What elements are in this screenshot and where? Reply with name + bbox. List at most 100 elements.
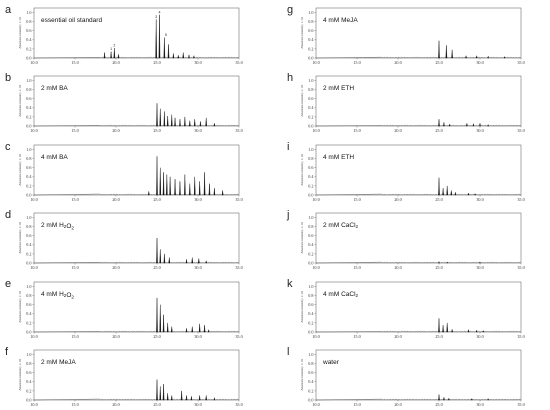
condition-label: 2 mM ETH [323, 85, 354, 92]
baseline-trace [33, 193, 239, 196]
chromatogram-peak [446, 185, 448, 196]
y-tick-label: 1.0 [308, 284, 313, 289]
x-tick-label: 35.0 [235, 60, 242, 65]
chromatogram-peak [185, 328, 188, 333]
y-tick-label: 0.0 [26, 329, 31, 334]
y-tick-label: 0.8 [26, 224, 31, 229]
chromatogram-peak [450, 190, 453, 196]
y-tick-label: 0.8 [26, 361, 31, 366]
chromatogram-peak [163, 111, 166, 127]
y-tick-label: 0.6 [308, 233, 313, 238]
panel-letter: j [286, 209, 289, 221]
x-tick-label: 30.0 [476, 402, 483, 407]
chromatogram-peak [451, 49, 453, 59]
plot-frame [315, 281, 522, 333]
y-tick-label: 1.0 [308, 215, 313, 220]
y-axis-label: Absolute intensity x 10 [300, 359, 304, 391]
chromatogram-peak [180, 390, 183, 401]
chromatogram-peak [438, 261, 440, 264]
chromatogram-peak [205, 395, 207, 401]
x-tick-label: 20.0 [394, 60, 401, 65]
chromatogram-peak [438, 177, 440, 196]
chromatogram-peak [159, 386, 162, 401]
y-tick-label: 0.8 [308, 19, 313, 24]
x-tick-label: 15.0 [71, 197, 78, 202]
y-tick-label: 0.2 [308, 183, 313, 188]
chart-panel-d: d 0.0 0.2 0.4 0.6 0.8 1.0 Absolute intensity x … [5, 209, 243, 270]
y-axis-label: Absolute intensity x 10 [18, 85, 22, 117]
y-tick-label: 0.4 [26, 37, 32, 42]
chart-panel-g: g 0.0 0.2 0.4 0.6 0.8 1.0 Absolute intensity x … [287, 4, 525, 65]
y-tick-label: 0.2 [26, 183, 31, 188]
panel-letter: h [287, 72, 293, 84]
x-tick-label: 15.0 [71, 334, 78, 339]
x-tick-label: 35.0 [517, 128, 524, 133]
chromatogram-peak [448, 123, 451, 127]
y-tick-label: 0.8 [308, 293, 313, 298]
chromatogram-peak [182, 52, 185, 59]
plot-frame [33, 75, 240, 127]
x-tick-label: 35.0 [517, 402, 524, 407]
chromatogram-peak [447, 397, 450, 401]
x-tick-label: 30.0 [194, 60, 201, 65]
baseline-trace [315, 330, 521, 333]
x-tick-label: 30.0 [476, 60, 483, 65]
condition-label: 2 mM BA [41, 85, 68, 92]
panel-letter: e [5, 278, 11, 290]
chromatogram-peak [159, 249, 162, 264]
x-tick-label: 10.0 [30, 197, 37, 202]
y-tick-label: 0.2 [308, 251, 313, 256]
chromatogram-peak [465, 55, 467, 59]
y-tick-label: 0.4 [26, 242, 32, 247]
chromatogram-peak [221, 190, 224, 196]
y-tick-label: 0.0 [308, 260, 313, 265]
chromatogram-peak [155, 19, 157, 59]
baseline-trace [315, 398, 521, 401]
panel-letter: d [5, 209, 11, 221]
x-tick-label: 35.0 [517, 60, 524, 65]
x-tick-label: 25.0 [153, 402, 160, 407]
chart-panel-j: j 0.0 0.2 0.4 0.6 0.8 1.0 Absolute intensity x … [286, 209, 525, 270]
peak-number-label: 4 [158, 10, 160, 14]
x-tick-label: 25.0 [153, 197, 160, 202]
y-axis-label: Absolute intensity x 10 [18, 17, 22, 49]
baseline-trace [33, 124, 239, 127]
chromatogram-peak [117, 54, 120, 59]
y-axis-label: Absolute intensity x 10 [18, 359, 22, 391]
x-tick-label: 20.0 [394, 265, 401, 270]
panel-letter: g [287, 4, 293, 16]
x-tick-label: 15.0 [353, 197, 360, 202]
y-tick-label: 0.4 [308, 105, 314, 110]
y-axis-label: Absolute intensity x 10 [18, 291, 22, 323]
chromatogram-peak [159, 167, 162, 196]
y-tick-label: 0.4 [26, 379, 32, 384]
x-tick-label: 15.0 [353, 265, 360, 270]
y-tick-label: 0.6 [26, 165, 31, 170]
peak-number-label: 2 [113, 44, 115, 48]
baseline-trace [315, 124, 521, 127]
y-tick-label: 0.6 [308, 370, 313, 375]
chromatogram-peak [156, 237, 158, 264]
y-tick-label: 0.8 [308, 224, 313, 229]
x-tick-label: 30.0 [194, 334, 201, 339]
condition-label: 4 mM ETH [323, 154, 354, 161]
y-tick-label: 0.0 [26, 260, 31, 265]
chromatogram-peak [188, 54, 190, 59]
y-axis-label: Absolute intensity x 10 [18, 222, 22, 254]
chromatogram-peak [443, 397, 445, 401]
chart-panel-e: e 0.0 0.2 0.4 0.6 0.8 1.0 Absolute intensity x … [5, 278, 243, 339]
y-tick-label: 0.6 [26, 233, 31, 238]
chromatogram-peak [189, 120, 191, 127]
y-tick-label: 0.0 [308, 123, 313, 128]
x-tick-label: 10.0 [312, 402, 319, 407]
chromatogram-peak [467, 192, 470, 196]
x-tick-label: 15.0 [71, 402, 78, 407]
chromatogram-peak [185, 259, 188, 264]
x-tick-label: 10.0 [312, 265, 319, 270]
chromatogram-peak [110, 51, 112, 59]
x-tick-label: 35.0 [235, 334, 242, 339]
y-tick-label: 0.0 [26, 192, 31, 197]
baseline-trace [315, 56, 521, 59]
chromatogram-peak [193, 55, 195, 59]
x-tick-label: 10.0 [30, 60, 37, 65]
